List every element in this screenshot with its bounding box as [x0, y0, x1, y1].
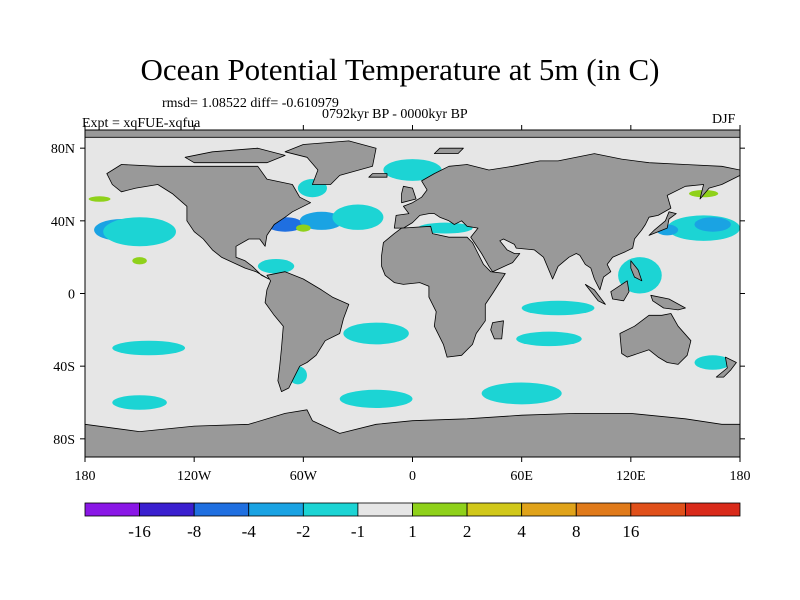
land-mass	[85, 130, 740, 138]
x-tick-label: 60W	[290, 469, 318, 484]
anomaly-patch	[88, 196, 111, 202]
land-mass	[284, 140, 377, 185]
colorbar-swatch	[685, 502, 741, 517]
colorbar-swatch	[466, 502, 523, 517]
land-mass	[433, 147, 464, 155]
land-layer	[85, 130, 740, 457]
land-mass	[648, 211, 677, 236]
anomaly-patch	[257, 258, 295, 274]
land-mass	[401, 185, 417, 204]
land-mass	[619, 313, 692, 365]
stats-line: rmsd= 1.08522 diff= -0.610979	[162, 96, 339, 111]
x-tick-label: 0	[409, 469, 416, 484]
colorbar-swatch	[575, 502, 632, 517]
land-mass	[610, 280, 630, 302]
colorbar-label: -16	[128, 522, 151, 541]
colorbar-label: -1	[351, 522, 365, 541]
land-mass	[368, 173, 388, 178]
anomaly-patch	[521, 300, 595, 316]
colorbar-swatch	[84, 502, 140, 517]
colorbar-label: -4	[242, 522, 257, 541]
colorbar-label: 16	[622, 522, 639, 541]
period-label: 0792kyr BP - 0000kyr BP	[322, 107, 468, 122]
colorbar-swatch	[139, 502, 195, 517]
y-tick-label: 40S	[53, 360, 75, 375]
y-tick-label: 80S	[53, 433, 75, 448]
anomaly-patch	[694, 217, 731, 232]
x-tick-label: 180	[730, 469, 751, 484]
x-tick-label: 120W	[177, 469, 212, 484]
land-mass	[85, 409, 740, 457]
x-tick-label: 120E	[616, 469, 646, 484]
colorbar-label: 2	[463, 522, 472, 541]
anomaly-patch	[112, 340, 186, 356]
land-mass	[393, 153, 740, 291]
season-label: DJF	[712, 112, 736, 127]
land-mass	[715, 356, 737, 378]
anomaly-patch	[296, 224, 311, 232]
land-mass	[584, 283, 606, 305]
land-mass	[184, 147, 286, 164]
x-tick-label: 60E	[510, 469, 533, 484]
colorbar-label: 1	[408, 522, 417, 541]
colorbar-label: -2	[296, 522, 310, 541]
colorbar: -16 -8 -4 -2 -1 1 2 4 8 16	[84, 502, 741, 541]
anomaly-patch	[332, 204, 384, 230]
anomaly-patch	[132, 257, 147, 265]
land-mass	[650, 294, 686, 311]
colorbar-label: -8	[187, 522, 201, 541]
colorbar-swatch	[630, 502, 686, 517]
colorbar-swatch	[357, 502, 413, 517]
colorbar-swatch	[521, 502, 577, 517]
anomaly-patch	[339, 389, 413, 408]
map-title: Ocean Potential Temperature at 5m (in C)	[140, 52, 660, 87]
colorbar-swatch	[302, 502, 359, 517]
land-mass	[630, 260, 643, 282]
anomaly-patch	[343, 322, 409, 345]
land-mass	[490, 320, 504, 340]
y-tick-label: 40N	[51, 215, 75, 230]
land-mass	[106, 164, 312, 280]
anomaly-patch	[481, 382, 562, 405]
colorbar-swatch	[412, 502, 468, 517]
experiment-label: Expt = xqFUE-xqfua	[82, 116, 201, 131]
anomaly-patch	[112, 395, 167, 410]
anomaly-patch	[694, 355, 731, 370]
anomaly-patch	[103, 217, 176, 247]
anomaly-patch	[516, 331, 582, 347]
colorbar-label: 4	[517, 522, 526, 541]
colorbar-swatch	[248, 502, 304, 517]
colorbar-swatch	[193, 502, 250, 517]
y-tick-label: 80N	[51, 142, 75, 157]
land-mass	[264, 271, 350, 393]
anomaly-patch	[299, 211, 344, 230]
colorbar-label: 8	[572, 522, 581, 541]
axis-ticks: 180 120W 60W 0 60E 120E 180 80N 40N 0 40S 80S	[51, 125, 751, 484]
y-tick-label: 0	[68, 288, 75, 303]
land-mass	[381, 225, 506, 358]
anomaly-patch	[383, 159, 442, 181]
x-tick-label: 180	[75, 469, 96, 484]
